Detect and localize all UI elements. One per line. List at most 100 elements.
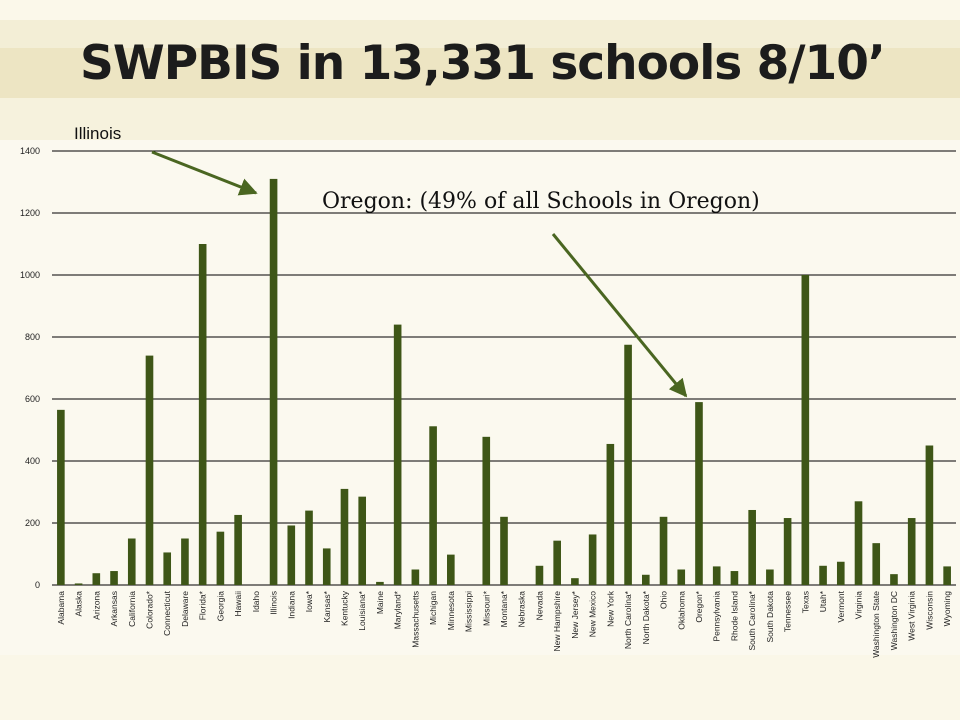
y-tick-label: 200 — [25, 518, 40, 528]
bar-connecticut — [163, 552, 172, 585]
bar-minnesota — [447, 554, 455, 585]
bar-alaska — [74, 583, 83, 585]
y-tick-label: 800 — [25, 332, 40, 342]
x-category-label: West Virginia — [907, 591, 917, 641]
bar-delaware — [181, 538, 189, 585]
x-category-label: Alaska — [74, 591, 84, 617]
x-axis-category-labels: Alabama Alaska Arizona Arkansas California Co… — [56, 590, 952, 658]
x-category-label: Kentucky — [339, 590, 349, 626]
x-category-label: Mississippi — [464, 591, 474, 632]
bar-maryland — [393, 324, 402, 585]
y-axis-tick-labels: 0 200 400 600 800 1000 1200 1400 — [20, 146, 40, 590]
x-category-label: Oklahoma — [676, 591, 686, 630]
bar-south-carolina — [748, 509, 756, 585]
x-category-label: Arkansas — [109, 591, 119, 626]
bar-south-dakota — [766, 569, 774, 585]
bar-north-dakota — [641, 574, 650, 585]
bar-tennessee — [783, 518, 792, 585]
bar-montana — [500, 516, 508, 585]
x-category-label: Utah* — [818, 590, 828, 612]
bar-vermont — [836, 561, 845, 585]
x-category-label: Florida* — [198, 590, 208, 620]
bar-nevada — [535, 565, 544, 585]
bar-virginia — [854, 501, 863, 585]
x-category-label: Vermont — [836, 590, 846, 622]
y-tick-label: 1400 — [20, 146, 40, 156]
bar-iowa — [305, 510, 313, 585]
x-category-label: North Carolina* — [623, 590, 633, 649]
bar-new-mexico — [588, 534, 597, 585]
bar-colorado — [145, 355, 154, 585]
title-band — [0, 48, 960, 98]
bar-oklahoma — [677, 569, 686, 585]
x-category-label: Washington DC — [889, 591, 899, 650]
x-category-label: Nevada — [534, 591, 544, 621]
bar-florida — [198, 244, 207, 585]
background-band — [0, 0, 960, 20]
x-category-label: Kansas* — [322, 590, 332, 622]
bar-new-jersey — [571, 578, 579, 585]
x-category-label: Arizona — [91, 591, 101, 620]
bar-west-virginia — [907, 518, 916, 585]
bar-michigan — [429, 426, 437, 585]
bar-oregon — [695, 402, 703, 585]
x-category-label: South Carolina* — [747, 590, 757, 650]
x-category-label: Rhode Island — [729, 591, 739, 641]
y-tick-label: 1200 — [20, 208, 40, 218]
x-category-label: South Dakota — [765, 591, 775, 643]
oregon-callout: Oregon: (49% of all Schools in Oregon) — [322, 189, 760, 214]
bar-north-carolina — [624, 344, 632, 585]
bar-rhode-island — [730, 571, 739, 585]
bar-california — [127, 538, 136, 585]
x-category-label: Ohio — [659, 591, 669, 609]
x-category-label: Texas — [800, 591, 810, 613]
x-category-label: Michigan — [428, 591, 438, 625]
bar-kentucky — [340, 488, 349, 585]
x-category-label: Hawaii — [233, 591, 243, 617]
x-category-label: New Jersey* — [570, 590, 580, 638]
y-tick-label: 1000 — [20, 270, 40, 280]
annotations: Illinois Oregon: (49% of all Schools in … — [74, 124, 760, 398]
x-category-label: Connecticut — [162, 590, 172, 636]
y-tick-label: 400 — [25, 456, 40, 466]
x-category-label: Massachusetts — [410, 591, 420, 648]
x-category-label: Missouri* — [481, 590, 491, 626]
x-category-label: Colorado* — [144, 590, 154, 628]
bar-utah — [819, 565, 827, 585]
x-category-label: Oregon* — [694, 590, 704, 622]
illinois-callout: Illinois — [74, 124, 121, 143]
x-category-label: Alabama — [56, 591, 66, 625]
bars — [57, 178, 951, 585]
x-category-label: Maine — [375, 591, 385, 614]
x-category-label: Wyoming — [942, 591, 952, 627]
bar-hawaii — [234, 514, 242, 585]
y-tick-label: 600 — [25, 394, 40, 404]
bar-arkansas — [110, 571, 118, 585]
x-category-label: North Dakota* — [641, 590, 651, 644]
x-category-label: Virginia — [854, 591, 864, 619]
x-category-label: New York — [605, 590, 615, 627]
oregon-arrow — [551, 233, 688, 398]
x-category-label: Minnesota — [446, 591, 456, 630]
y-tick-label: 0 — [35, 580, 40, 590]
x-category-label: Montana* — [499, 590, 509, 627]
x-category-label: New Hampshire — [552, 591, 562, 652]
bar-washington-dc — [890, 574, 898, 585]
x-category-label: New Mexico — [588, 591, 598, 638]
bar-alabama — [57, 409, 65, 585]
x-category-label: Iowa* — [304, 590, 314, 612]
background-band — [0, 20, 960, 48]
bar-washington-state — [872, 543, 881, 585]
bar-ohio — [659, 516, 668, 585]
bar-kansas — [322, 548, 331, 585]
bar-new-york — [606, 443, 615, 585]
slide-title: SWPBIS in 13,331 schools 8/10’ — [80, 36, 886, 91]
bar-pennsylvania — [712, 566, 721, 585]
bar-maine — [376, 581, 384, 585]
x-category-label: Pennsylvania — [712, 591, 722, 642]
x-category-label: Idaho — [251, 591, 261, 613]
bar-louisiana — [358, 496, 367, 585]
bar-georgia — [216, 531, 225, 585]
bar-massachusetts — [411, 569, 420, 585]
